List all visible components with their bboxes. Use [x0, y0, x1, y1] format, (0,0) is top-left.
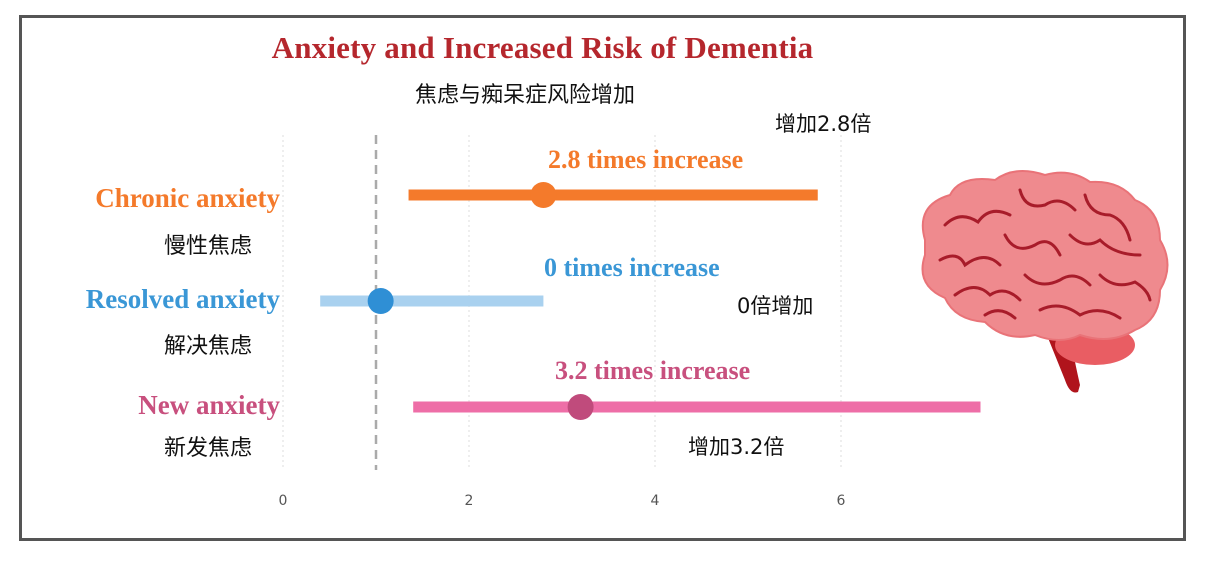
point-estimate — [367, 288, 394, 314]
annotation-resolved: 0 times increase — [544, 253, 720, 282]
x-axis-ticks: 0 2 4 6 — [279, 493, 846, 509]
brain-icon — [921, 170, 1169, 393]
chart-subtitle: 焦虑与痴呆症风险增加 — [414, 83, 635, 108]
annotation-chronic: 2.8 times increase — [548, 145, 744, 174]
point-estimate — [567, 394, 594, 420]
point-estimate — [530, 182, 557, 208]
row-label-cn-new: 新发焦虑 — [163, 436, 252, 461]
annotation-cn-resolved: 0倍增加 — [737, 294, 814, 318]
annotation-new: 3.2 times increase — [555, 356, 751, 385]
annotation-cn-chronic: 增加2.8倍 — [775, 112, 872, 136]
x-tick-label: 2 — [465, 493, 474, 509]
x-tick-label: 4 — [651, 493, 660, 509]
row-label-chronic: Chronic anxiety — [95, 183, 280, 213]
row-label-resolved: Resolved anxiety — [85, 284, 280, 314]
row-label-cn-resolved: 解决焦虑 — [163, 334, 252, 359]
row-label-cn-chronic: 慢性焦虑 — [163, 234, 252, 259]
x-tick-label: 6 — [837, 493, 846, 509]
x-tick-label: 0 — [279, 493, 288, 509]
row-label-new: New anxiety — [138, 390, 280, 420]
marks-layer — [320, 182, 981, 420]
chart-title: Anxiety and Increased Risk of Dementia — [271, 30, 814, 65]
annotation-cn-new: 增加3.2倍 — [688, 435, 785, 459]
